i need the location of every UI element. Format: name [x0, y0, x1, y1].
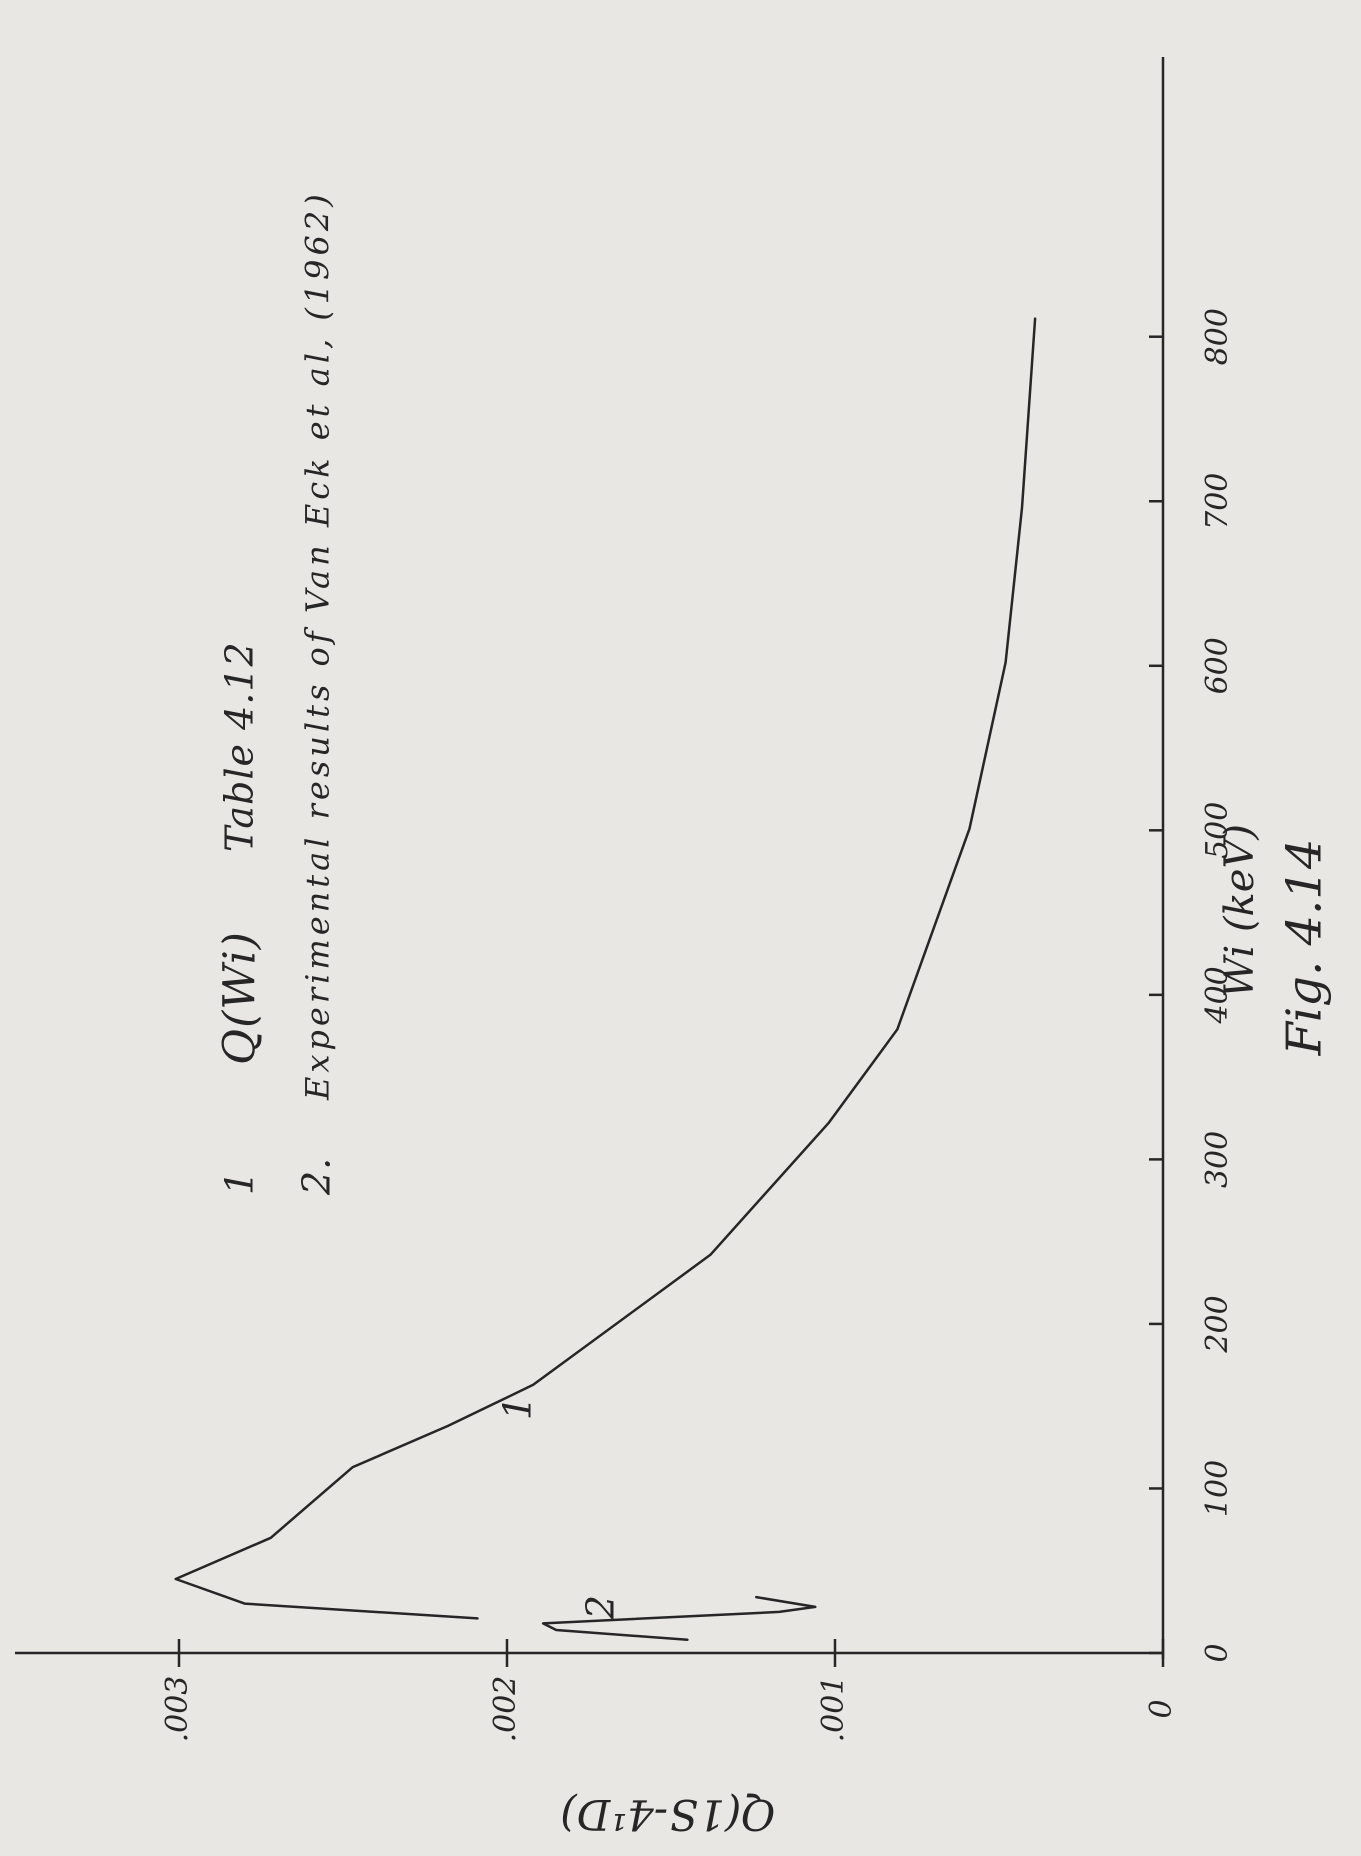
legend-source: Table 4.12 [218, 641, 262, 852]
x-tick-label: 400 [1200, 966, 1235, 1024]
curve-label: 2 [579, 1595, 623, 1620]
paper [0, 0, 1361, 1856]
x-tick-label: 300 [1200, 1131, 1235, 1188]
y-axis-title: Q(1S-4¹D) [560, 1790, 776, 1839]
figure-label: Fig. 4.14 [1277, 839, 1333, 1057]
x-tick-label: 600 [1200, 637, 1235, 694]
x-tick-label: 100 [1200, 1460, 1235, 1517]
x-tick-label: 500 [1200, 802, 1235, 859]
x-tick-label: 800 [1200, 308, 1235, 365]
y-tick-label: .001 [816, 1676, 851, 1743]
chart: Wi (keV) Fig. 4.14 Q(1S-4¹D) 01002003004… [0, 0, 1361, 1856]
y-tick-label: .003 [160, 1676, 195, 1743]
legend-number: 2. [295, 1157, 339, 1196]
legend-number: 1 [218, 1170, 262, 1195]
curve-label: 1 [496, 1396, 540, 1420]
x-tick-label: 0 [1200, 1643, 1235, 1662]
legend-entry: Experimental results of Van Eck et al, (… [299, 190, 337, 1101]
legend-entry: Q(Wi) [215, 931, 266, 1065]
x-tick-label: 200 [1200, 1295, 1235, 1353]
y-tick-label: .002 [488, 1676, 523, 1743]
x-tick-label: 700 [1200, 473, 1235, 530]
page: Wi (keV) Fig. 4.14 Q(1S-4¹D) 01002003004… [0, 0, 1361, 1856]
y-tick-label: 0 [1144, 1699, 1179, 1718]
